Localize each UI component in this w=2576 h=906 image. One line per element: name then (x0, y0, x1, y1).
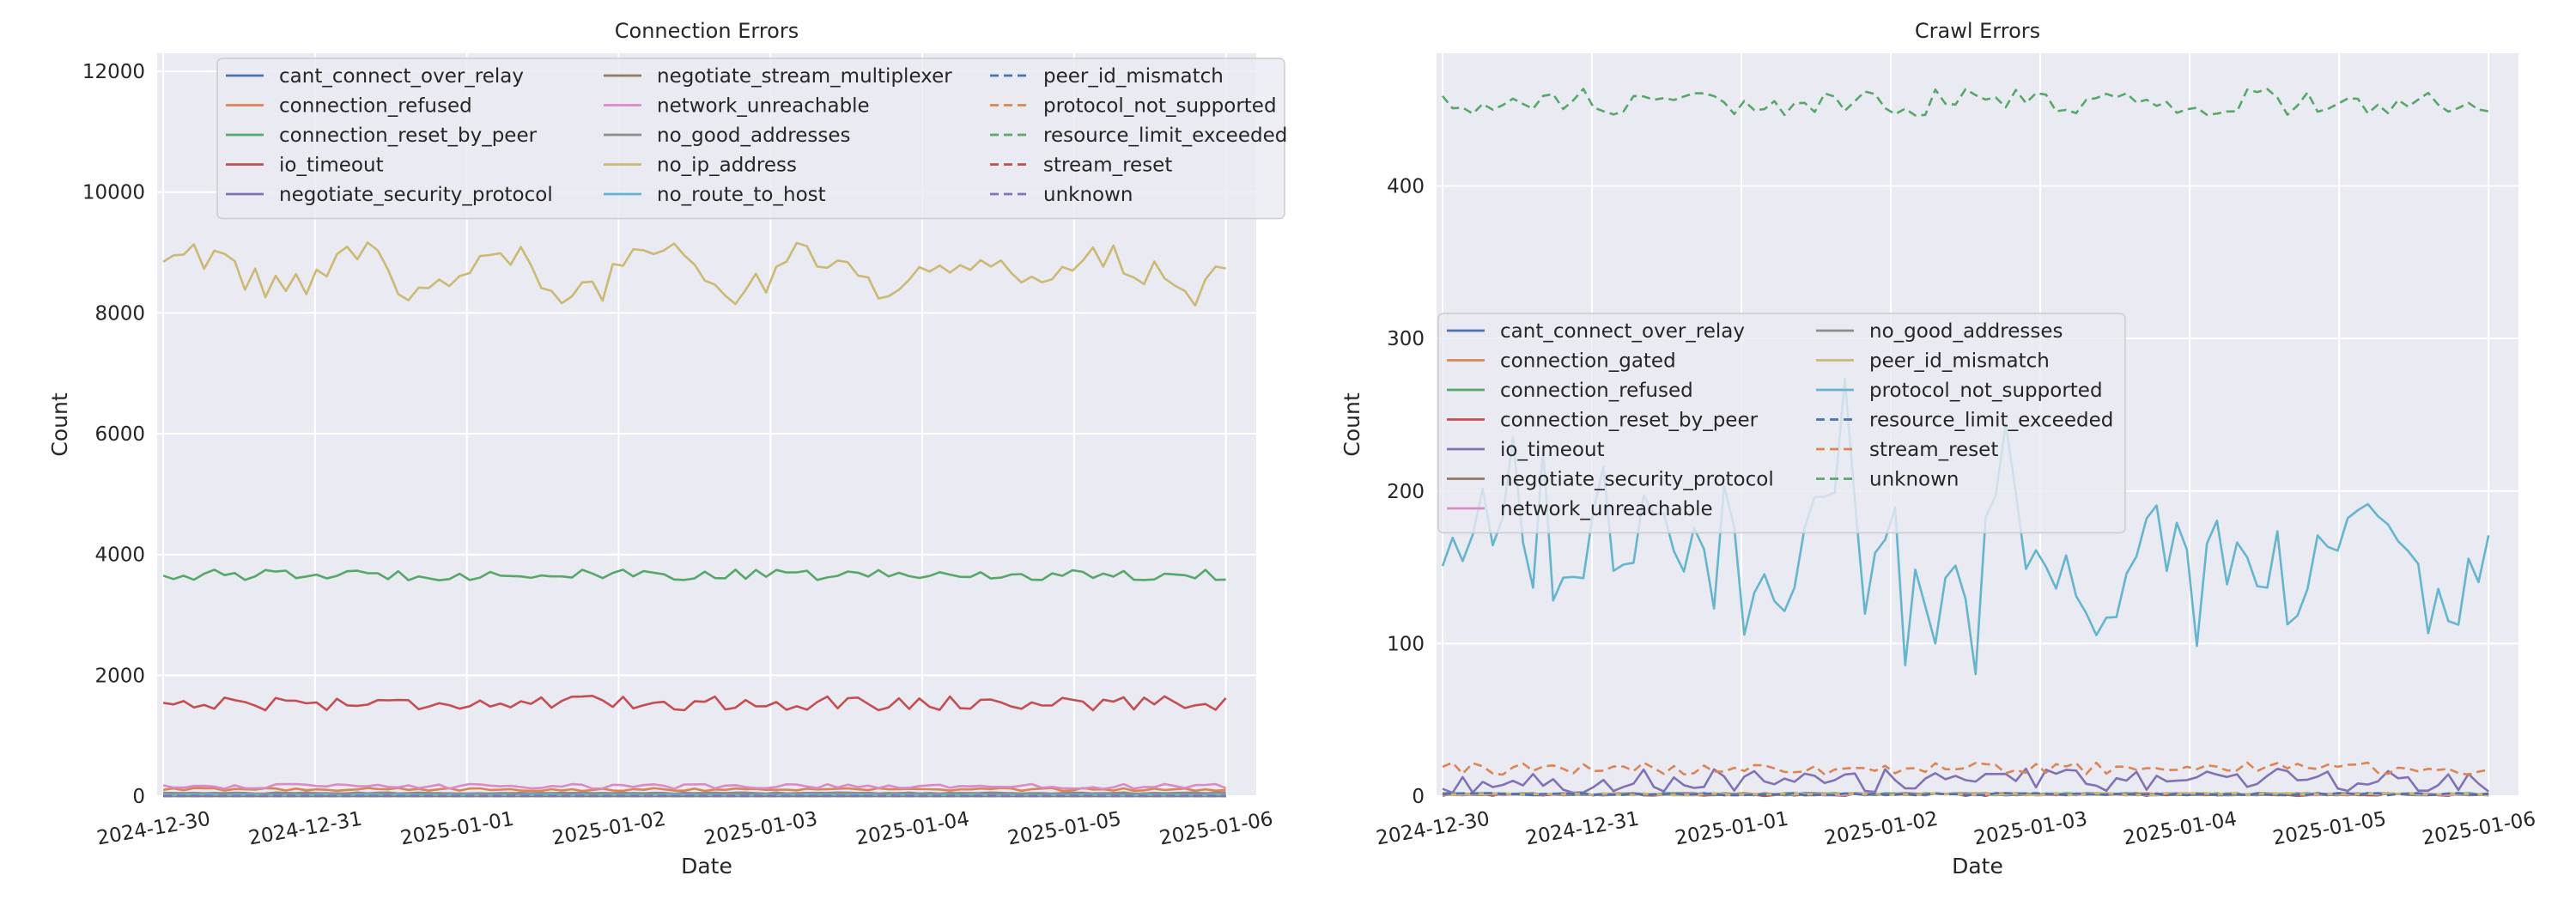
legend-label: stream_reset (1869, 439, 1998, 461)
connection-errors-chart: Connection Errors Date Count 0 2000 4000 60… (47, 19, 1287, 879)
chart-title: Crawl Errors (1915, 19, 2040, 43)
legend-label: network_unreachable (1500, 498, 1713, 520)
legend-label: resource_limit_exceeded (1869, 410, 2113, 432)
y-tick-label: 12000 (82, 61, 145, 83)
y-tick-label: 8000 (94, 302, 145, 325)
legend-label: peer_id_mismatch (1869, 350, 2050, 373)
y-tick-label: 0 (1412, 786, 1425, 808)
legend-label: protocol_not_supported (1043, 95, 1277, 118)
legend-label: cant_connect_over_relay (1500, 320, 1745, 343)
legend-label: unknown (1043, 184, 1133, 206)
legend-label: negotiate_stream_multiplexer (657, 65, 952, 88)
legend-label: no_good_addresses (657, 125, 851, 147)
legend-label: connection_reset_by_peer (279, 125, 538, 147)
y-tick-label: 200 (1387, 481, 1425, 503)
y-axis-label: Count (47, 392, 72, 456)
y-axis-label: Count (1340, 392, 1364, 456)
y-tick-label: 2000 (94, 665, 145, 687)
chart-title: Connection Errors (615, 19, 799, 43)
y-tick-label: 6000 (94, 423, 145, 446)
legend-label: unknown (1869, 469, 1959, 491)
legend-label: no_route_to_host (657, 184, 826, 206)
y-tick-label: 400 (1387, 176, 1425, 198)
legend-label: io_timeout (279, 155, 384, 177)
legend-label: network_unreachable (657, 95, 870, 118)
legend-label: protocol_not_supported (1869, 380, 2103, 402)
legend-label: no_good_addresses (1869, 320, 2063, 343)
y-tick-label: 100 (1387, 633, 1425, 655)
legend-label: connection_reset_by_peer (1500, 410, 1759, 432)
legend-label: negotiate_security_protocol (1500, 469, 1774, 491)
y-tick-label: 300 (1387, 328, 1425, 350)
legend-label: connection_gated (1500, 350, 1676, 373)
y-tick-label: 10000 (82, 182, 145, 204)
legend-label: io_timeout (1500, 439, 1605, 461)
legend-label: peer_id_mismatch (1043, 65, 1224, 88)
x-axis-label: Date (681, 854, 732, 879)
legend-label: no_ip_address (657, 155, 797, 177)
legend-label: stream_reset (1043, 155, 1172, 177)
y-tick-label: 0 (132, 786, 145, 808)
y-tick-label: 4000 (94, 544, 145, 567)
legend-label: connection_refused (279, 95, 472, 118)
crawl-errors-chart: Crawl Errors Date Count 0100200300400202… (1340, 19, 2537, 879)
legend-label: resource_limit_exceeded (1043, 125, 1287, 147)
legend-label: connection_refused (1500, 380, 1693, 402)
legend-label: negotiate_security_protocol (279, 184, 553, 206)
x-axis-label: Date (1952, 854, 2003, 879)
legend-label: cant_connect_over_relay (279, 65, 524, 88)
